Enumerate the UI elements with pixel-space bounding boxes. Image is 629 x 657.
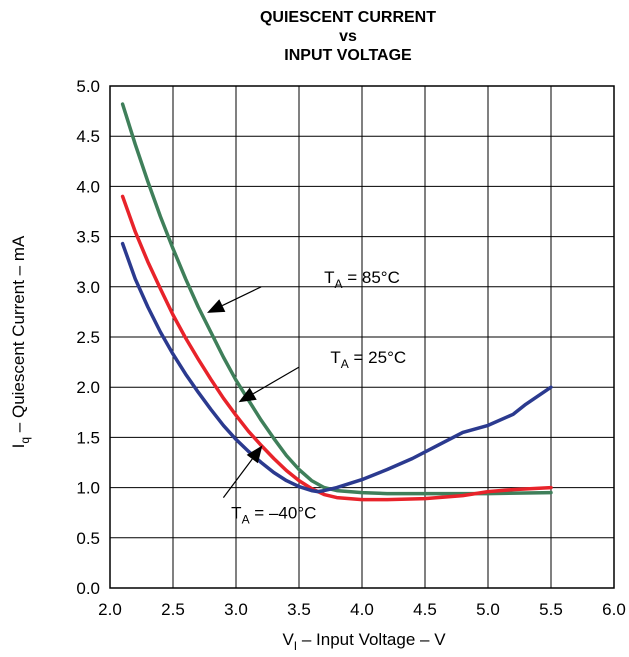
y-axis-ticks: 0.0 0.5 1.0 1.5 2.0 2.5 3.0 3.5 4.0 4.5 5.0 <box>76 77 100 598</box>
annotation-arrow-head <box>246 445 263 464</box>
chart-title-line-1: QUIESCENT CURRENT <box>260 9 436 26</box>
plot-frame <box>109 85 615 589</box>
y-tick-label: 2.0 <box>76 378 100 397</box>
x-tick-label: 5.0 <box>476 600 500 619</box>
annotation-label-sub: A <box>242 513 250 527</box>
chart-title: QUIESCENT CURRENT vs INPUT VOLTAGE <box>260 9 436 64</box>
chart-title-line-3: INPUT VOLTAGE <box>284 47 412 64</box>
annotation-label-sub: A <box>335 277 343 291</box>
x-axis-label-main: V <box>282 630 294 649</box>
x-tick-label: 4.0 <box>350 600 374 619</box>
y-tick-label: 5.0 <box>76 77 100 96</box>
series-line-1 <box>120 194 553 502</box>
y-axis-label-rest: – Quiescent Current – mA <box>9 235 28 437</box>
chart-title-line-2: vs <box>339 28 357 45</box>
x-tick-label: 6.0 <box>602 600 626 619</box>
annotation-label-rest: = –40°C <box>250 504 317 523</box>
annotation-label-rest: = 25°C <box>349 348 406 367</box>
y-tick-label: 1.5 <box>76 428 100 447</box>
x-tick-label: 5.5 <box>539 600 563 619</box>
annotation-label-rest: = 85°C <box>343 268 400 287</box>
y-axis-label-main: I <box>9 444 28 449</box>
x-tick-label: 3.5 <box>287 600 311 619</box>
annotation-arrow-head <box>207 299 226 313</box>
annotation-label: TA = –40°C <box>231 504 316 527</box>
x-tick-label: 2.5 <box>161 600 185 619</box>
x-axis-label-rest: – Input Voltage – V <box>297 630 446 649</box>
annotations: TA = 85°CTA = 25°CTA = –40°C <box>207 268 406 527</box>
y-tick-label: 3.5 <box>76 228 100 247</box>
x-tick-label: 4.5 <box>413 600 437 619</box>
annotation-arrow-line <box>252 366 300 395</box>
grid <box>109 85 615 589</box>
annotation-label-main: T <box>324 268 334 287</box>
series-line-2 <box>120 241 553 494</box>
annotation-label: TA = 85°C <box>324 268 400 291</box>
annotation-label-sub: A <box>341 357 349 371</box>
y-axis-label: Iq – Quiescent Current – mA <box>9 235 32 448</box>
annotation-label-main: T <box>231 504 241 523</box>
annotation-label-main: T <box>330 348 340 367</box>
y-axis-label-sub: q <box>18 437 32 444</box>
annotation-label: TA = 25°C <box>330 348 406 371</box>
annotation-arrow-head <box>238 387 257 403</box>
x-axis-ticks: 2.0 2.5 3.0 3.5 4.0 4.5 5.0 5.5 6.0 <box>98 600 626 619</box>
x-tick-label: 2.0 <box>98 600 122 619</box>
y-tick-label: 2.5 <box>76 328 100 347</box>
y-tick-label: 1.0 <box>76 479 100 498</box>
y-tick-label: 3.0 <box>76 278 100 297</box>
y-tick-label: 0.5 <box>76 529 100 548</box>
x-axis-label: VI – Input Voltage – V <box>282 630 446 653</box>
y-tick-label: 4.0 <box>76 177 100 196</box>
series-lines <box>120 102 553 502</box>
y-tick-label: 4.5 <box>76 127 100 146</box>
annotation-arrow-line <box>222 458 253 498</box>
y-tick-label: 0.0 <box>76 579 100 598</box>
series-line-0 <box>120 102 553 496</box>
x-axis-label-sub: I <box>294 639 297 653</box>
annotation-arrow-line <box>222 286 262 307</box>
x-tick-label: 3.0 <box>224 600 248 619</box>
